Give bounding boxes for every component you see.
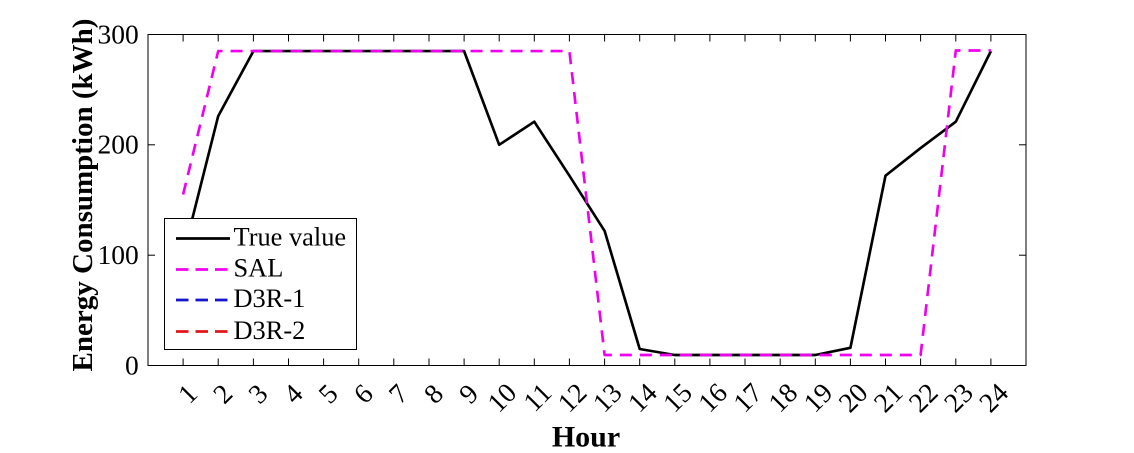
svg-text:D3R-1: D3R-1: [234, 283, 306, 313]
svg-text:SAL: SAL: [234, 253, 284, 283]
svg-text:True value: True value: [234, 222, 347, 252]
svg-text:Hour: Hour: [552, 421, 620, 453]
svg-text:100: 100: [97, 239, 138, 270]
svg-text:0: 0: [125, 349, 139, 380]
svg-text:300: 300: [97, 18, 138, 49]
svg-text:200: 200: [97, 129, 138, 160]
svg-text:Energy Consumption (kWh): Energy Consumption (kWh): [67, 19, 99, 372]
svg-text:D3R-2: D3R-2: [234, 315, 306, 345]
